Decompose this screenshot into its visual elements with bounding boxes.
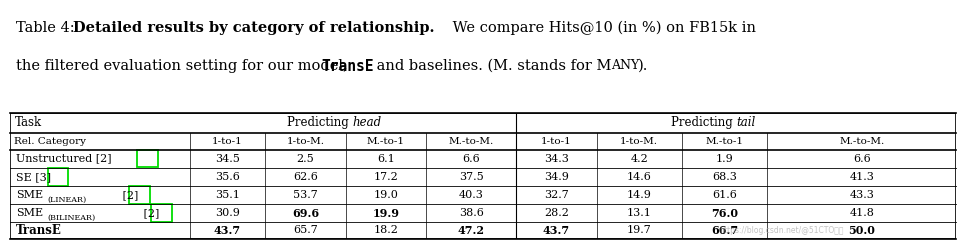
Text: 1-to-1: 1-to-1 <box>212 137 242 146</box>
Text: Unstructured [2]: Unstructured [2] <box>16 154 112 164</box>
Text: 43.7: 43.7 <box>543 225 570 236</box>
Text: TransE: TransE <box>16 224 62 237</box>
Text: 41.8: 41.8 <box>849 208 874 218</box>
Text: 1.9: 1.9 <box>716 154 733 164</box>
Text: TransE: TransE <box>322 59 374 74</box>
Text: 18.2: 18.2 <box>374 225 398 235</box>
Text: Task: Task <box>14 116 42 129</box>
Text: ANY: ANY <box>611 59 639 72</box>
Text: 38.6: 38.6 <box>459 208 484 218</box>
Text: 28.2: 28.2 <box>544 208 569 218</box>
Text: 14.6: 14.6 <box>627 172 652 182</box>
Text: SME: SME <box>16 190 43 200</box>
Text: 35.6: 35.6 <box>215 172 240 182</box>
Text: 66.7: 66.7 <box>711 225 738 236</box>
Text: https://blog.csdn.net/@51CTO博客: https://blog.csdn.net/@51CTO博客 <box>720 226 844 235</box>
Text: 62.6: 62.6 <box>293 172 318 182</box>
Text: Rel. Category: Rel. Category <box>14 137 86 146</box>
Bar <box>47 168 69 186</box>
Text: 13.1: 13.1 <box>627 208 652 218</box>
Bar <box>137 150 158 167</box>
Text: M.-to-M.: M.-to-M. <box>448 137 494 146</box>
Text: 35.1: 35.1 <box>215 190 240 200</box>
Text: 61.6: 61.6 <box>712 190 737 200</box>
Text: tail: tail <box>736 116 755 129</box>
Text: 47.2: 47.2 <box>458 225 485 236</box>
Text: 50.0: 50.0 <box>848 225 875 236</box>
Text: 17.2: 17.2 <box>374 172 398 182</box>
Bar <box>128 186 150 204</box>
Text: Predicting: Predicting <box>670 116 736 129</box>
Text: SME: SME <box>16 208 43 218</box>
Text: 40.3: 40.3 <box>459 190 484 200</box>
Text: SE [3]: SE [3] <box>16 172 51 182</box>
Text: Predicting: Predicting <box>287 116 353 129</box>
Text: We compare Hits@10 (in %) on FB15k in: We compare Hits@10 (in %) on FB15k in <box>447 21 755 35</box>
Text: 1-to-M.: 1-to-M. <box>287 137 325 146</box>
Text: the filtered evaluation setting for our model,: the filtered evaluation setting for our … <box>15 59 352 73</box>
Text: 68.3: 68.3 <box>712 172 737 182</box>
Text: (BILINEAR): (BILINEAR) <box>47 214 96 222</box>
Text: 69.6: 69.6 <box>292 208 319 219</box>
Text: 76.0: 76.0 <box>711 208 738 219</box>
Text: 65.7: 65.7 <box>293 225 318 235</box>
Text: [2]: [2] <box>140 208 159 218</box>
Text: (LINEAR): (LINEAR) <box>47 196 87 204</box>
Text: M.-to-1: M.-to-1 <box>367 137 405 146</box>
Text: 6.6: 6.6 <box>463 154 480 164</box>
Text: 43.3: 43.3 <box>849 190 874 200</box>
Text: Detailed results by category of relationship.: Detailed results by category of relation… <box>73 21 435 35</box>
Text: 4.2: 4.2 <box>631 154 648 164</box>
Text: 34.9: 34.9 <box>544 172 569 182</box>
Text: 34.5: 34.5 <box>215 154 240 164</box>
Text: 41.3: 41.3 <box>849 172 874 182</box>
Text: 2.5: 2.5 <box>297 154 314 164</box>
Text: ).: ). <box>638 59 648 73</box>
Text: M.-to-M.: M.-to-M. <box>839 137 884 146</box>
Text: 53.7: 53.7 <box>293 190 318 200</box>
Text: [2]: [2] <box>119 190 138 200</box>
Text: 1-to-M.: 1-to-M. <box>620 137 658 146</box>
Text: 6.1: 6.1 <box>377 154 395 164</box>
Text: 14.9: 14.9 <box>627 190 652 200</box>
Text: head: head <box>353 116 382 129</box>
Text: 32.7: 32.7 <box>544 190 569 200</box>
Text: 37.5: 37.5 <box>459 172 484 182</box>
Text: 34.3: 34.3 <box>544 154 569 164</box>
Text: Table 4:: Table 4: <box>15 21 79 35</box>
Bar <box>151 204 172 222</box>
Text: 6.6: 6.6 <box>853 154 870 164</box>
Text: M.-to-1: M.-to-1 <box>705 137 744 146</box>
Text: 19.9: 19.9 <box>373 208 400 219</box>
Text: 1-to-1: 1-to-1 <box>541 137 572 146</box>
Text: 30.9: 30.9 <box>215 208 240 218</box>
Text: 19.0: 19.0 <box>374 190 398 200</box>
Text: and baselines. (M. stands for M: and baselines. (M. stands for M <box>372 59 611 73</box>
Text: 43.7: 43.7 <box>213 225 241 236</box>
Text: 19.7: 19.7 <box>627 225 652 235</box>
